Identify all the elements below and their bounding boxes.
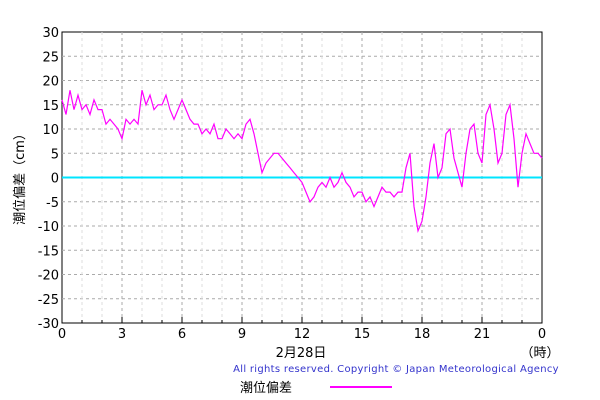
series-line-tide-deviation <box>61 90 543 233</box>
copyright-text: All rights reserved. Copyright © Japan M… <box>233 364 559 375</box>
x-tick-label: 15 <box>354 327 371 342</box>
x-axis-ticks: 0 3 6 9 12 15 18 21 0 <box>58 317 546 342</box>
y-axis-title: 潮位偏差（cm） <box>13 127 28 225</box>
x-tick-label: 18 <box>414 327 431 342</box>
y-tick-label: 30 <box>42 26 59 41</box>
x-tick-label: 9 <box>238 327 246 342</box>
y-tick-label: -10 <box>38 220 59 235</box>
y-tick-label: 10 <box>42 123 59 138</box>
y-tick-label: 0 <box>51 172 59 187</box>
y-tick-label: 15 <box>42 99 59 114</box>
x-tick-label: 0 <box>58 327 66 342</box>
x-tick-label: 3 <box>118 327 126 342</box>
x-tick-label: 0 <box>538 327 546 342</box>
y-tick-label: 5 <box>51 147 59 162</box>
y-axis-ticks: 30 25 20 15 10 5 0 -5 -10 -15 -20 -25 -30 <box>38 26 59 332</box>
y-tick-label: -15 <box>38 244 59 259</box>
x-axis-unit: （時） <box>520 346 559 361</box>
y-tick-label: -5 <box>46 196 59 211</box>
legend-label: 潮位偏差 <box>240 381 292 396</box>
y-tick-label: -25 <box>38 293 59 308</box>
grid <box>62 32 542 323</box>
y-tick-label: -20 <box>38 269 59 284</box>
y-tick-label: -30 <box>38 317 59 332</box>
x-tick-label: 12 <box>294 327 311 342</box>
y-tick-label: 25 <box>42 50 59 65</box>
x-tick-label: 6 <box>178 327 186 342</box>
x-tick-label: 21 <box>474 327 491 342</box>
x-axis-title: 2月28日 <box>276 346 327 361</box>
y-tick-label: 20 <box>42 75 59 90</box>
